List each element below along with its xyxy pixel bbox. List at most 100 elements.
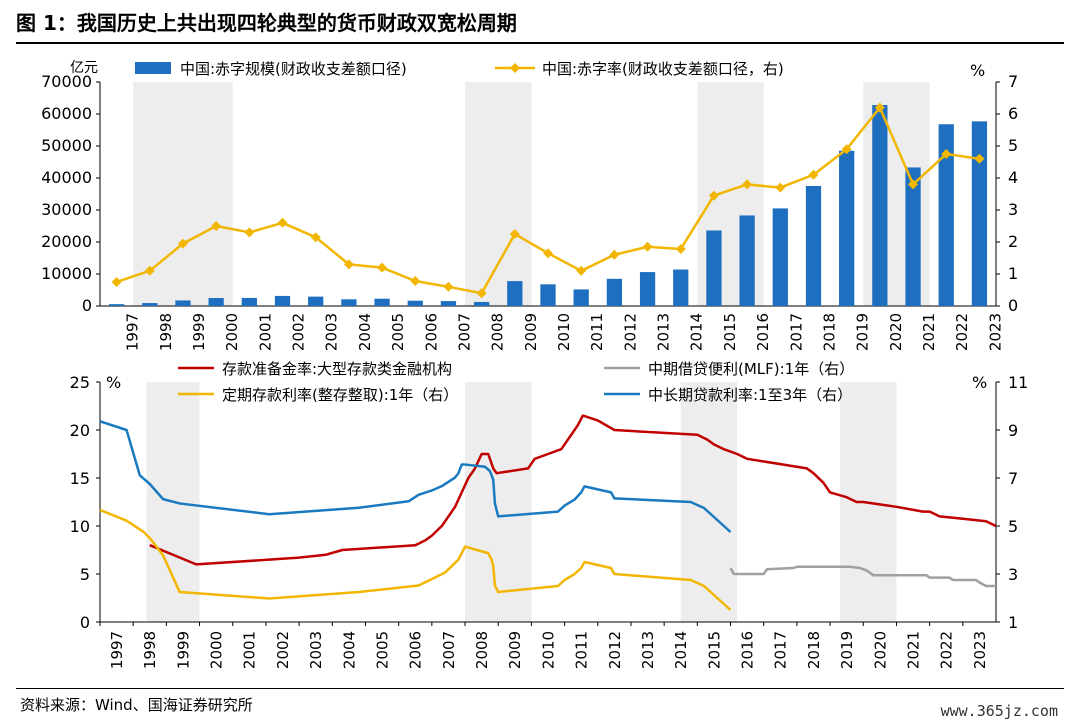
chart1-ytick-label-left: 70000 [41,72,92,91]
chart2-xtick-label: 2015 [705,631,723,669]
chart1-deficit-rate-point [841,144,852,155]
chart1-xtick-label: 1999 [190,313,208,351]
chart1-bar [805,186,822,306]
chart2-xtick-label: 2016 [739,631,757,669]
chart1-deficit-rate-point [543,248,553,259]
chart1-ytick-label-right: 2 [1008,232,1018,251]
chart1-deficit-rate-point [642,241,653,252]
chart2-mlf-line [729,565,996,588]
chart2-xtick-label: 2001 [241,631,259,669]
chart1-xtick-label: 2020 [887,313,905,351]
chart1-ytick-label-left: 50000 [41,136,92,155]
chart1-xtick-label: 2007 [455,313,473,351]
chart1-ytick-label-left: 20000 [41,232,92,251]
chart1-bar [606,278,623,306]
chart1-xtick-label: 2017 [787,313,805,351]
chart1-deficit-rate-point [775,182,786,193]
chart1-shade-1 [465,82,532,306]
chart1-bar [142,303,158,306]
chart2-xtick-label: 2018 [805,631,823,669]
chart1-deficit-rate-point [211,221,222,231]
chart2-xtick-label: 2006 [407,631,425,669]
chart1-xtick-label: 2003 [323,313,341,351]
chart1-ytick-label-right: 0 [1008,296,1018,315]
chart2-xtick-label: 2022 [938,631,956,669]
chart1-deficit-rate-point [343,259,354,270]
chart2-ytick-label-left: 10 [70,517,90,536]
chart1-bar [938,124,954,307]
chart1-deficit-rate-point [609,249,620,260]
chart1-deficit-rate-point [244,227,255,238]
chart1-xtick-label: 2005 [389,313,407,351]
chart2-ytick-label-right: 1 [1008,613,1018,632]
chart1-xtick-label: 2014 [688,313,706,351]
chart1-deficit-rate-point [410,276,421,287]
chart2-xtick-label: 2004 [340,631,358,669]
chart1-deficit-rate-point [675,244,686,255]
chart1-bar [507,281,523,306]
chart2-xtick-label: 2000 [208,631,226,669]
chart1-bar [241,297,257,306]
chart1-legend-swatch-marker [510,63,520,73]
chart2-xtick-label: 2019 [838,631,856,669]
chart1-deficit-rate-point [908,179,919,190]
chart1-deficit-rate-point [111,277,122,287]
chart1-xtick-label: 2015 [721,313,739,351]
chart1-deficit-rate-point [177,238,188,249]
chart1-xtick-label: 1998 [157,313,175,351]
chart2-xtick-label: 2009 [506,631,524,669]
chart1-ytick-label-right: 4 [1008,168,1018,187]
chart2-ytick-label-left: 25 [70,373,90,392]
chart1-bar [971,121,988,306]
chart1-ytick-label-right: 1 [1008,264,1018,283]
chart2-loan-rate-line [99,420,732,533]
chart2-xtick-label: 2007 [440,631,458,669]
chart2-xtick-label: 2013 [639,631,657,669]
chart2-xtick-label: 2005 [373,631,391,669]
chart1-ytick-label-right: 7 [1008,72,1018,91]
chart2-ytick-label-right: 3 [1008,565,1018,584]
chart1-xtick-label: 2001 [256,313,274,351]
source-divider [16,688,1064,689]
chart1-xtick-label: 2002 [290,313,308,351]
title-bar: 图 1：我国历史上共出现四轮典型的货币财政双宽松周期 [16,8,1064,44]
chart1-bar [706,230,722,306]
chart1-deficit-rate-point [277,217,288,228]
chart2-ytick-label-left: 5 [80,565,90,584]
chart2-ytick-label-left: 20 [70,421,90,440]
chart1-deficit-rate-point [310,232,321,243]
chart1-deficit-rate-point [941,149,952,159]
chart1-bar [673,269,689,306]
chart1-ytick-label-left: 0 [82,296,92,315]
chart1-bar [407,300,423,306]
chart2-ytick-label-right: 11 [1008,373,1028,392]
chart2-xtick-label: 2002 [274,631,292,669]
chart1-xtick-label: 2010 [555,313,573,351]
chart1-xtick-label: 2000 [223,313,241,351]
chart1-legend-label-line: 中国:赤字率(财政收支差额口径，右) [542,60,784,78]
chart1-bar [639,272,656,306]
chart1-bar [872,105,888,306]
chart1-xtick-label: 1997 [124,313,142,351]
chart2-xtick-label: 2017 [772,631,790,669]
chart2-ytick-label-right: 5 [1008,517,1018,536]
chart2-xtick-label: 2008 [473,631,491,669]
chart2-legend-label: 存款准备金率:大型存款类金融机构 [222,360,452,378]
chart1-deficit-rate-point [576,265,587,276]
chart1-ytick-label-left: 40000 [41,168,92,187]
chart2-xtick-label: 2020 [871,631,889,669]
chart2-legend-label: 定期存款利率(整存整取):1年（右） [222,386,458,404]
chart1-deficit-rate-point [808,169,819,180]
chart1-bar [108,304,125,306]
chart1-bar [473,301,490,306]
chart2-ytick-label-left: 0 [80,613,90,632]
chart1-legend-swatch-bar [135,62,171,74]
chart2-xtick-label: 1998 [141,631,159,669]
chart2-ylabel-left: % [106,373,121,392]
chart1-bar [341,299,357,306]
chart1-ytick-label-right: 3 [1008,200,1018,219]
chart1-bar [540,284,556,306]
chart1-ylabel-right: % [970,61,985,80]
chart2-xtick-label: 2003 [307,631,325,669]
